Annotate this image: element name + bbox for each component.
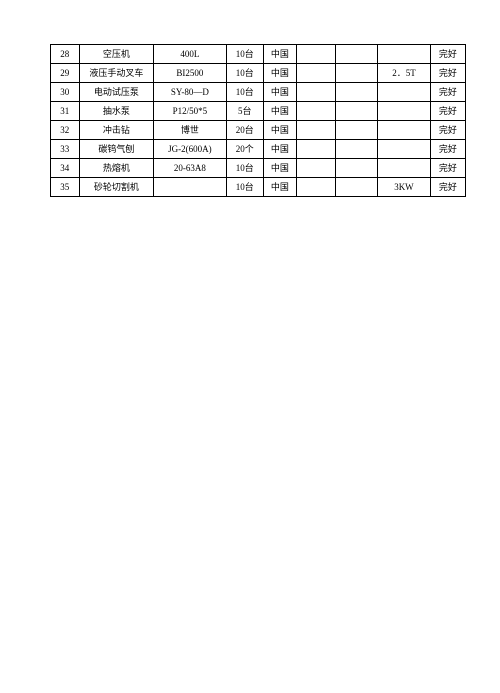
cell-status: 完好 [430,121,465,140]
table-row: 34 热熔机 20-63A8 10台 中国 完好 [51,159,466,178]
cell-index: 32 [51,121,80,140]
table-body: 28 空压机 400L 10台 中国 完好 29 液压手动叉车 BI2500 1… [51,45,466,197]
cell-name: 冲击钻 [79,121,154,140]
table-row: 32 冲击钻 博世 20台 中国 完好 [51,121,466,140]
cell-c5 [296,83,336,102]
equipment-table: 28 空压机 400L 10台 中国 完好 29 液压手动叉车 BI2500 1… [50,44,466,197]
cell-name: 砂轮切割机 [79,178,154,197]
cell-model: 20-63A8 [154,159,226,178]
cell-c6 [336,140,378,159]
cell-spec [378,83,431,102]
cell-spec [378,140,431,159]
cell-model [154,178,226,197]
cell-qty: 20个 [226,140,263,159]
cell-c6 [336,102,378,121]
cell-spec: 3KW [378,178,431,197]
cell-origin: 中国 [263,140,296,159]
document-page: 28 空压机 400L 10台 中国 完好 29 液压手动叉车 BI2500 1… [50,44,466,649]
cell-spec [378,121,431,140]
table-row: 33 碳钨气刨 JG-2(600A) 20个 中国 完好 [51,140,466,159]
cell-index: 31 [51,102,80,121]
cell-qty: 20台 [226,121,263,140]
table-row: 35 砂轮切割机 10台 中国 3KW 完好 [51,178,466,197]
table-row: 31 抽水泵 P12/50*5 5台 中国 完好 [51,102,466,121]
cell-name: 抽水泵 [79,102,154,121]
cell-c6 [336,121,378,140]
cell-qty: 10台 [226,159,263,178]
cell-origin: 中国 [263,45,296,64]
cell-c6 [336,45,378,64]
cell-origin: 中国 [263,64,296,83]
cell-index: 29 [51,64,80,83]
table-row: 30 电动试压泵 SY-80—D 10台 中国 完好 [51,83,466,102]
cell-origin: 中国 [263,159,296,178]
cell-c5 [296,45,336,64]
cell-c5 [296,121,336,140]
cell-c6 [336,159,378,178]
cell-c6 [336,178,378,197]
cell-index: 30 [51,83,80,102]
cell-name: 空压机 [79,45,154,64]
cell-name: 液压手动叉车 [79,64,154,83]
cell-c5 [296,102,336,121]
cell-c5 [296,178,336,197]
cell-model: SY-80—D [154,83,226,102]
cell-c5 [296,159,336,178]
cell-qty: 10台 [226,64,263,83]
table-row: 29 液压手动叉车 BI2500 10台 中国 2．5T 完好 [51,64,466,83]
cell-origin: 中国 [263,121,296,140]
cell-c5 [296,64,336,83]
cell-index: 28 [51,45,80,64]
cell-model: JG-2(600A) [154,140,226,159]
cell-index: 35 [51,178,80,197]
cell-origin: 中国 [263,178,296,197]
cell-c5 [296,140,336,159]
cell-name: 电动试压泵 [79,83,154,102]
cell-model: 400L [154,45,226,64]
cell-c6 [336,64,378,83]
cell-origin: 中国 [263,102,296,121]
cell-spec [378,159,431,178]
cell-status: 完好 [430,45,465,64]
cell-qty: 5台 [226,102,263,121]
cell-name: 碳钨气刨 [79,140,154,159]
cell-status: 完好 [430,178,465,197]
table-row: 28 空压机 400L 10台 中国 完好 [51,45,466,64]
cell-index: 33 [51,140,80,159]
cell-index: 34 [51,159,80,178]
cell-model: BI2500 [154,64,226,83]
cell-qty: 10台 [226,45,263,64]
cell-name: 热熔机 [79,159,154,178]
cell-status: 完好 [430,64,465,83]
cell-status: 完好 [430,83,465,102]
cell-status: 完好 [430,140,465,159]
cell-spec: 2．5T [378,64,431,83]
cell-qty: 10台 [226,83,263,102]
cell-status: 完好 [430,159,465,178]
cell-status: 完好 [430,102,465,121]
cell-qty: 10台 [226,178,263,197]
cell-model: 博世 [154,121,226,140]
cell-spec [378,45,431,64]
cell-c6 [336,83,378,102]
cell-spec [378,102,431,121]
cell-origin: 中国 [263,83,296,102]
cell-model: P12/50*5 [154,102,226,121]
